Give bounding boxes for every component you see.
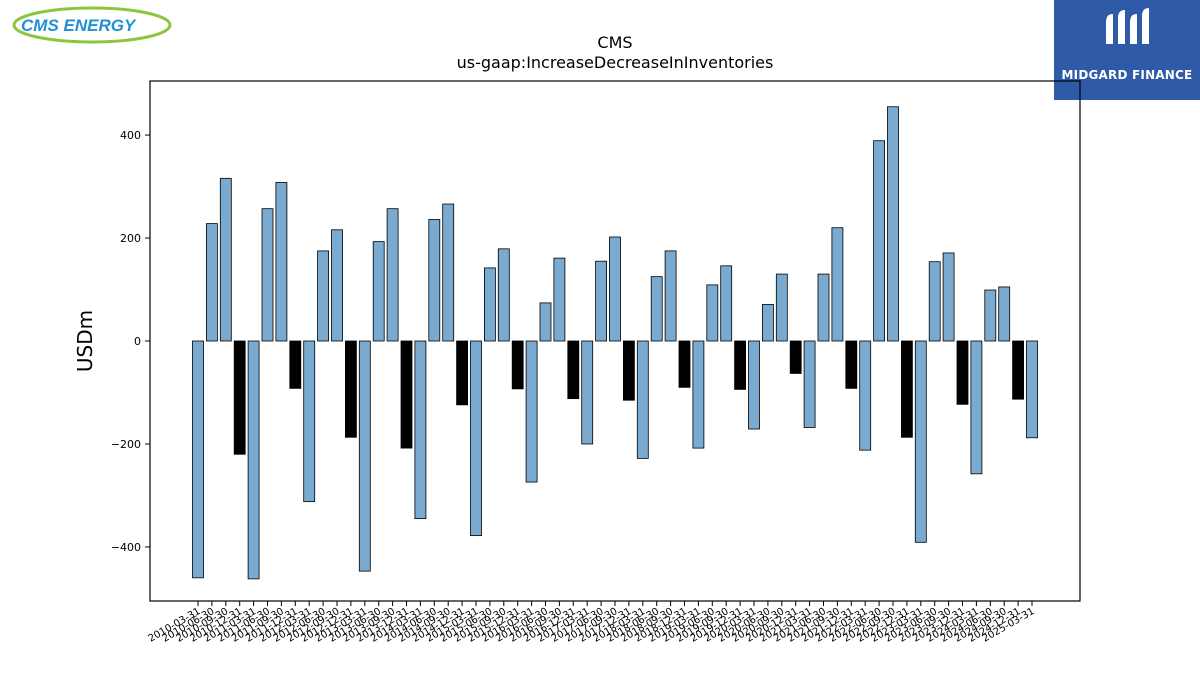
bar-2010-03-31 (192, 340, 204, 579)
bar-2014-03-31 (414, 340, 427, 520)
midgard-finance-logo-text: MIDGARD FINANCE (1061, 68, 1193, 82)
y-tick-label: 0 (134, 335, 141, 348)
bar-2021-09-30 (831, 227, 844, 342)
bar-2019-03-31 (692, 340, 705, 449)
bar-2021-12-31 (845, 340, 858, 389)
bars-group (192, 106, 1038, 580)
bar-2022-06-30 (873, 140, 885, 342)
bar-2020-12-31 (789, 340, 802, 374)
bar-2011-09-30 (275, 182, 288, 342)
bar-2023-12-31 (956, 340, 969, 405)
midgard-emblem-icon (1106, 8, 1149, 44)
bar-2023-09-30 (942, 252, 955, 342)
bar-2023-03-31 (914, 340, 927, 543)
bar-2022-12-31 (901, 340, 913, 438)
bar-2017-12-31 (623, 340, 635, 401)
bar-2024-12-31 (1012, 340, 1024, 400)
bar-2017-09-30 (609, 236, 621, 342)
cms-energy-logo: CMS ENERGY (8, 4, 173, 46)
bar-2012-09-30 (331, 229, 343, 342)
y-tick-label: −200 (111, 438, 141, 451)
cms-energy-logo-text: CMS ENERGY (21, 16, 137, 35)
y-axis-label: USDm (73, 310, 97, 372)
bar-2016-09-30 (553, 257, 566, 342)
bar-2025-03-31 (1026, 340, 1038, 439)
bar-2022-03-31 (859, 340, 872, 451)
y-tick-label: −400 (111, 541, 141, 554)
y-axis-ticks: −400 −200 0 200 400 (111, 129, 150, 554)
bar-2015-09-30 (497, 248, 510, 342)
bar-2020-06-30 (762, 304, 774, 342)
bar-2014-06-30 (428, 219, 441, 342)
bar-2015-12-31 (511, 340, 524, 390)
y-tick-label: 200 (120, 232, 141, 245)
bar-2014-09-30 (442, 203, 455, 342)
bar-2019-06-30 (706, 284, 719, 342)
bar-2016-03-31 (525, 340, 538, 483)
bar-2014-12-31 (456, 340, 469, 406)
bar-2015-06-30 (483, 267, 496, 342)
bar-2023-06-30 (928, 261, 941, 342)
plot-area-frame (149, 80, 1081, 602)
bar-2019-12-31 (734, 340, 746, 390)
bar-2022-09-30 (887, 106, 899, 342)
bar-2021-06-30 (817, 273, 830, 342)
bar-2019-09-30 (720, 265, 733, 342)
bar-2024-09-30 (998, 286, 1011, 342)
midgard-finance-logo: MIDGARD FINANCE (1054, 0, 1200, 100)
x-axis-ticks: 2010-03-312010-06-302010-09-302010-12-31… (147, 601, 1037, 645)
logo-swoosh (12, 6, 172, 44)
bar-2017-06-30 (595, 260, 607, 342)
bar-2018-12-31 (678, 340, 691, 388)
bar-2013-03-31 (358, 340, 371, 572)
bar-2012-06-30 (317, 250, 330, 342)
bar-2011-03-31 (247, 340, 260, 580)
chart-title: CMS (597, 33, 632, 52)
bar-2011-06-30 (261, 208, 274, 342)
bar-2016-12-31 (567, 340, 580, 400)
bar-2010-09-30 (219, 177, 232, 342)
bar-2010-12-31 (233, 340, 246, 455)
bar-2020-03-31 (748, 340, 760, 430)
bar-2013-09-30 (386, 208, 399, 342)
bar-2012-12-31 (344, 340, 357, 438)
bar-2018-06-30 (650, 276, 663, 342)
bar-2018-03-31 (636, 340, 649, 459)
bar-2015-03-31 (470, 340, 482, 537)
y-tick-label: 400 (120, 129, 141, 142)
bar-2018-09-30 (664, 250, 677, 342)
bar-2020-09-30 (775, 273, 788, 342)
bar-2021-03-31 (803, 340, 816, 428)
bar-2024-03-31 (970, 340, 983, 475)
chart-subtitle: us-gaap:IncreaseDecreaseInInventories (457, 53, 774, 72)
bar-2016-06-30 (539, 302, 552, 342)
bar-2013-06-30 (372, 241, 385, 342)
bar-2012-03-31 (303, 340, 316, 503)
bar-2010-06-30 (205, 223, 218, 342)
bar-2024-06-30 (984, 289, 997, 342)
bar-2017-03-31 (581, 340, 594, 445)
bar-2013-12-31 (400, 340, 413, 449)
bar-2011-12-31 (289, 340, 302, 389)
